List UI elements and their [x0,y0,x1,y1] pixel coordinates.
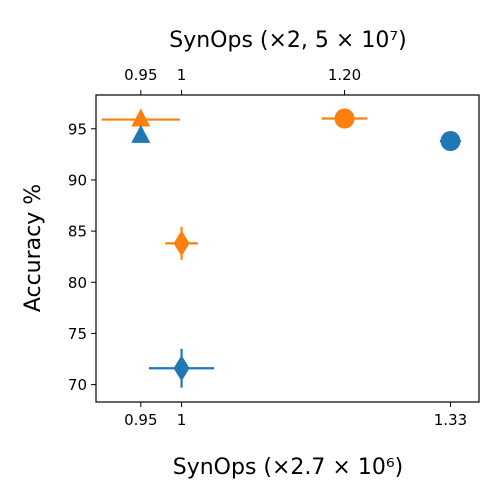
diamond-marker [173,230,190,257]
y-tick-label: 70 [68,376,87,394]
y-tick-label: 75 [68,325,87,343]
data-point-orange-circle [321,108,368,129]
x-axis-label: SynOps (×2.7 × 10⁶) [173,455,403,480]
circle-marker [440,131,461,152]
data-point-blue-diamond [148,348,215,388]
data-point-blue-circle [439,131,462,152]
marks-layer [101,108,462,388]
x2-axis-label: SynOps (×2, 5 × 10⁷) [169,28,406,53]
x-tick-label: 0.95 [124,411,157,429]
data-point-blue-triangle [131,124,151,143]
y-tick-label: 95 [68,120,87,138]
plot-frame [95,94,480,403]
y-axis-label: Accuracy % [21,184,46,312]
circle-marker [334,108,355,129]
triangle-marker [131,108,151,127]
y-tick-label: 90 [68,171,87,189]
triangle-marker [131,124,151,143]
diamond-marker [173,355,190,382]
x2-tick-label: 1.20 [328,66,361,84]
x2-tick-label: 1 [177,66,187,84]
y-tick-label: 85 [68,223,87,241]
x-tick-label: 1 [177,411,187,429]
ticks-layer: 70 75 80 85 90 95 0.95 1 1.33 0.95 1 1.20 [68,66,467,429]
data-point-orange-triangle [101,108,180,127]
x-tick-label: 1.33 [434,411,467,429]
x2-tick-label: 0.95 [124,66,157,84]
data-point-orange-diamond [165,227,198,260]
y-tick-label: 80 [68,274,87,292]
